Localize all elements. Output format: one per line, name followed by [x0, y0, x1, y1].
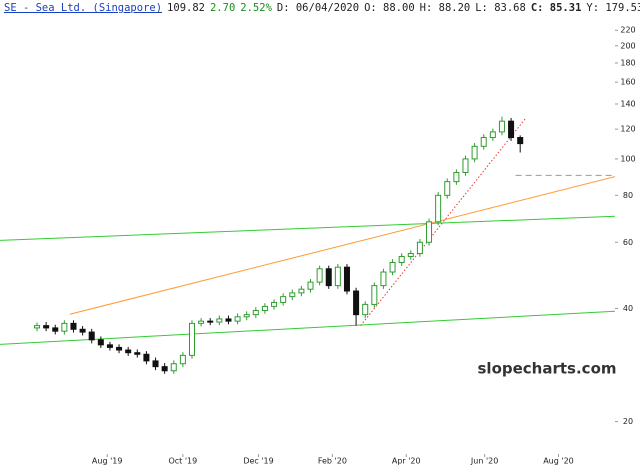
- y-tick-label: 200: [620, 41, 635, 50]
- candle-body: [188, 322, 196, 356]
- y-tick-label: 120: [620, 125, 635, 134]
- last-price: 109.82: [167, 2, 205, 14]
- low: L: 83.68: [475, 2, 526, 14]
- candle-body: [125, 349, 132, 354]
- ticker-title[interactable]: SE - Sea Ltd. (Singapore): [4, 2, 163, 14]
- candle-body: [198, 320, 205, 324]
- high: H: 88.20: [419, 2, 471, 14]
- candle-body: [106, 344, 113, 348]
- candle-body: [480, 137, 487, 147]
- candle-body: [517, 137, 524, 145]
- trendline: [360, 117, 527, 326]
- candle-body: [353, 290, 360, 316]
- x-tick-label: Dec '19: [243, 457, 273, 466]
- candle-body: [88, 331, 95, 341]
- x-tick-label: Jun '20: [470, 457, 498, 466]
- candle-body: [261, 305, 268, 311]
- candle-body: [471, 145, 478, 160]
- trendline: [0, 310, 615, 345]
- y-tick-label: 180: [620, 58, 635, 67]
- y-tick-label: 40: [623, 304, 633, 313]
- candle-body: [307, 281, 314, 290]
- candle-body: [462, 158, 469, 174]
- y-tick-label: 80: [623, 191, 633, 200]
- candle-body: [79, 328, 86, 333]
- candle-body: [216, 318, 223, 323]
- candle-body: [398, 255, 405, 264]
- x-tick-label: Feb '20: [318, 457, 347, 466]
- change-pct: 2.52%: [240, 2, 272, 14]
- y-value: Y: 179.53: [586, 2, 640, 14]
- y-tick-label: 140: [620, 99, 635, 108]
- candle-body: [43, 325, 50, 329]
- candle-body: [325, 268, 332, 287]
- candle-body: [453, 172, 460, 183]
- x-tick-label: Oct '19: [168, 457, 197, 466]
- x-tick-label: Apr '20: [392, 457, 421, 466]
- y-tick-label: 160: [620, 78, 635, 87]
- candle-body: [243, 314, 250, 318]
- candle-body: [416, 241, 423, 255]
- candle-body: [52, 327, 59, 332]
- quote-header: SE - Sea Ltd. (Singapore) 109.82 2.70 2.52%…: [4, 2, 640, 14]
- candle-body: [234, 316, 241, 322]
- close: C: 85.31: [530, 2, 582, 14]
- y-tick-label: 60: [623, 238, 633, 247]
- trendline: [0, 215, 615, 241]
- change: 2.70: [209, 2, 236, 14]
- candle-body: [116, 346, 123, 351]
- candle-body: [225, 318, 232, 322]
- trendline: [69, 176, 615, 315]
- x-tick-label: Aug '20: [543, 457, 574, 466]
- y-tick-label: 220: [620, 26, 635, 35]
- candle-body: [316, 268, 323, 283]
- candle-body: [498, 120, 505, 133]
- candle-body: [289, 292, 296, 298]
- candle-body: [252, 309, 259, 316]
- candle-body: [426, 221, 433, 243]
- candle-body: [371, 285, 378, 305]
- candle-body: [407, 253, 414, 257]
- date: D: 06/04/2020: [276, 2, 360, 14]
- candle-body: [152, 360, 159, 368]
- open: O: 88.00: [364, 2, 415, 14]
- candle-body: [298, 288, 305, 294]
- watermark: slopecharts.com: [478, 360, 617, 378]
- candle-body: [70, 322, 77, 330]
- candle-body: [170, 363, 177, 372]
- candle-body: [143, 353, 150, 362]
- candle-body: [207, 320, 214, 323]
- candle-body: [179, 354, 186, 365]
- x-tick-label: Aug '19: [92, 457, 123, 466]
- y-tick-label: 100: [620, 154, 635, 163]
- candle-body: [489, 131, 496, 139]
- y-tick-label: 20: [623, 417, 633, 426]
- candle-body: [389, 262, 396, 273]
- candle-body: [34, 325, 41, 329]
- candle-body: [61, 322, 68, 332]
- candle-body: [134, 352, 141, 355]
- candle-body: [334, 266, 341, 287]
- candle-body: [280, 296, 287, 303]
- candle-body: [380, 271, 387, 287]
- candle-body: [435, 194, 442, 223]
- candle-body: [271, 301, 278, 307]
- candle-body: [444, 181, 451, 196]
- candle-body: [362, 303, 369, 316]
- candle-body: [97, 339, 104, 346]
- candle-body: [161, 366, 168, 372]
- candle-body: [343, 266, 350, 292]
- candle-body: [508, 120, 515, 139]
